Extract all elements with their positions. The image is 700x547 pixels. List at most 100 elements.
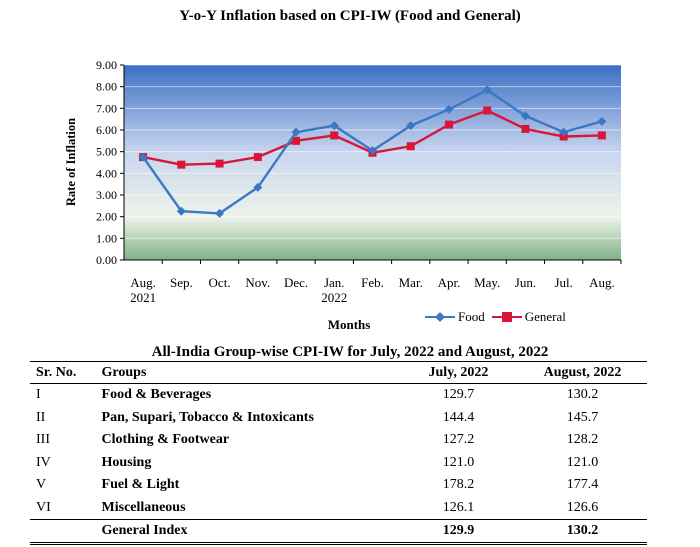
- x-tick-sublabel: 2022: [321, 290, 347, 305]
- data-point-general: [292, 136, 301, 145]
- data-point-food: [253, 182, 263, 192]
- row-july-value: 144.4: [442, 409, 475, 425]
- table-row: III Clothing & Footwear 127.2 128.2: [30, 429, 647, 452]
- y-tick-label: 1.00: [96, 231, 117, 245]
- data-point-general: [177, 160, 186, 169]
- data-point-food: [482, 85, 492, 95]
- row-sr: VI: [36, 499, 51, 515]
- row-group: Miscellaneous: [101, 499, 186, 515]
- x-axis-label: Months: [328, 317, 371, 332]
- x-tick-label: Apr.: [438, 275, 461, 290]
- x-tick-label: Feb.: [361, 275, 384, 290]
- y-tick-label: 5.00: [96, 145, 117, 159]
- inflation-line-chart: 0.00 1.00 2.00 3.00 4.00 5.00 6.00 7.00 8.00 9.00…: [64, 58, 622, 332]
- header-sr-no: Sr. No.: [30, 361, 96, 384]
- data-point-general: [597, 131, 606, 140]
- row-august-value: 130.2: [566, 387, 599, 403]
- data-point-food: [520, 111, 530, 121]
- x-tick-label: Oct.: [209, 275, 231, 290]
- row-august-value: 121.0: [566, 454, 599, 470]
- general-index-row: General Index 129.9 130.2: [30, 519, 647, 545]
- data-point-general: [253, 153, 262, 162]
- data-point-food: [406, 121, 416, 131]
- data-point-food: [176, 206, 186, 216]
- table-title: All-India Group-wise CPI-IW for July, 20…: [151, 344, 549, 360]
- data-point-food: [444, 104, 454, 114]
- legend-swatch-general: [491, 312, 522, 322]
- data-point-general: [330, 131, 339, 140]
- row-august-value: 177.4: [566, 477, 599, 493]
- data-point-general: [483, 106, 492, 115]
- row-sr: I: [36, 387, 41, 403]
- header-august-2022: August, 2022: [517, 361, 647, 384]
- row-july-value: 178.2: [442, 477, 475, 493]
- cpi-group-table: Sr. No. Groups July, 2022 August, 2022 I…: [30, 361, 647, 545]
- general-index-july: 129.9: [399, 519, 518, 545]
- data-point-food: [215, 208, 225, 218]
- x-tick-label: May.: [474, 275, 500, 290]
- y-tick-label: 8.00: [96, 80, 117, 94]
- table-row: V Fuel & Light 178.2 177.4: [30, 474, 647, 497]
- x-tick-label: Aug.: [589, 275, 615, 290]
- table-row: I Food & Beverages 129.7 130.2: [30, 384, 647, 407]
- data-point-food: [597, 116, 607, 126]
- footer-sr: [30, 519, 96, 545]
- y-tick-label: 9.00: [96, 58, 117, 72]
- chart-title: Y-o-Y Inflation based on CPI-IW (Food an…: [179, 8, 521, 24]
- general-index-label: General Index: [95, 519, 399, 545]
- row-july-value: 127.2: [442, 432, 475, 448]
- data-point-general: [444, 120, 453, 129]
- row-sr: IV: [36, 454, 51, 470]
- header-groups: Groups: [95, 361, 399, 384]
- table-row: VI Miscellaneous 126.1 126.6: [30, 497, 647, 520]
- row-august-value: 126.6: [566, 499, 599, 515]
- table-row: IV Housing 121.0 121.0: [30, 452, 647, 475]
- x-tick-label: Nov.: [245, 275, 270, 290]
- y-tick-label: 7.00: [96, 101, 117, 115]
- data-point-food: [329, 121, 339, 131]
- row-august-value: 145.7: [566, 409, 599, 425]
- x-tick-label: Mar.: [399, 275, 423, 290]
- row-sr: V: [36, 477, 47, 493]
- y-tick-label: 4.00: [96, 166, 117, 180]
- row-group: Clothing & Footwear: [101, 432, 230, 448]
- data-point-food: [138, 152, 148, 162]
- row-group: Pan, Supari, Tobacco & Intoxicants: [101, 409, 314, 425]
- x-tick-label: Jun.: [515, 275, 536, 290]
- legend-label-general: General: [524, 309, 566, 324]
- row-sr: III: [36, 432, 50, 448]
- data-point-general: [521, 124, 530, 133]
- data-point-food: [368, 146, 377, 156]
- x-tick-sublabel: 2021: [130, 290, 156, 305]
- row-august-value: 128.2: [566, 432, 599, 448]
- y-tick-label: 6.00: [96, 123, 117, 137]
- data-point-general: [406, 142, 415, 151]
- x-tick-label: Dec.: [284, 275, 308, 290]
- row-july-value: 121.0: [442, 454, 475, 470]
- y-tick-label: 3.00: [96, 188, 117, 202]
- x-tick-label: Jan.: [324, 275, 345, 290]
- row-group: Fuel & Light: [101, 477, 180, 493]
- chart-legend: Food General: [424, 309, 572, 325]
- row-group: Food & Beverages: [101, 387, 212, 403]
- plot-area: [124, 65, 621, 260]
- legend-item-general: General: [491, 309, 566, 325]
- x-tick-label: Sep.: [170, 275, 193, 290]
- general-index-august: 130.2: [517, 519, 647, 545]
- row-sr: II: [36, 409, 46, 425]
- table-header-row: Sr. No. Groups July, 2022 August, 2022: [30, 361, 647, 384]
- data-point-food: [559, 127, 569, 137]
- y-tick-label: 0.00: [96, 253, 117, 267]
- data-point-food: [291, 127, 301, 137]
- row-july-value: 126.1: [442, 499, 475, 515]
- legend-swatch-food: [425, 312, 455, 322]
- table-row: II Pan, Supari, Tobacco & Intoxicants 14…: [30, 407, 647, 430]
- row-group: Housing: [101, 454, 152, 470]
- y-axis-label: Rate of Inflation: [64, 118, 78, 206]
- row-july-value: 129.7: [442, 387, 475, 403]
- legend-item-food: Food: [424, 309, 485, 325]
- x-tick-label: Jul.: [554, 275, 572, 290]
- data-point-general: [215, 159, 224, 168]
- y-tick-label: 2.00: [96, 210, 117, 224]
- header-july-2022: July, 2022: [399, 361, 518, 384]
